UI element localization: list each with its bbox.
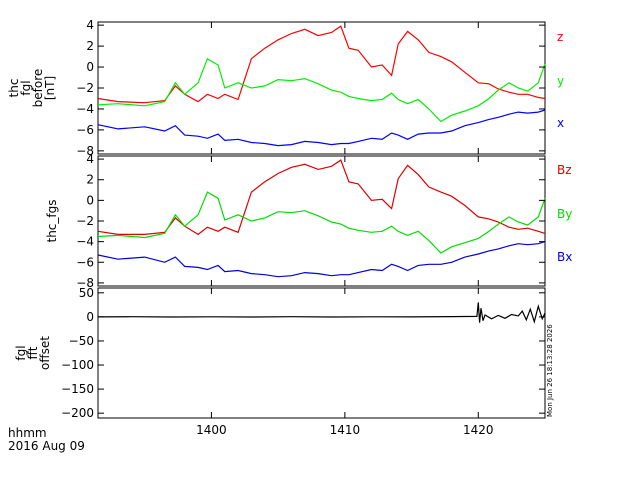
y-tick-label: −4	[76, 235, 94, 249]
legend-label-z: z	[557, 30, 563, 44]
y-tick-label: −8	[76, 276, 94, 290]
y-axis-label: thc	[7, 79, 21, 98]
x-axis-time-label: hhmm	[8, 426, 47, 440]
y-axis-label: [nT]	[43, 76, 57, 100]
y-tick-label: 0	[86, 310, 94, 324]
y-tick-label: −8	[76, 144, 94, 158]
y-tick-label: −6	[76, 255, 94, 269]
y-tick-label: −200	[61, 406, 94, 420]
y-tick-label: −4	[76, 102, 94, 116]
y-tick-label: 0	[86, 193, 94, 207]
y-tick-label: 0	[86, 60, 94, 74]
series-line-Bx	[97, 241, 546, 278]
series-line-Bz	[97, 159, 546, 236]
y-axis-label: fgl	[14, 345, 28, 360]
y-tick-label: −2	[76, 81, 94, 95]
series-line-x	[97, 109, 546, 147]
legend-label-y: y	[557, 74, 564, 88]
y-tick-label: −50	[69, 334, 94, 348]
y-tick-label: −6	[76, 123, 94, 137]
chart-panels: 420−2−4−6−8thcfglbefore[nT]zyx420−2−4−6−…	[7, 18, 572, 437]
x-tick-label: 1420	[463, 423, 494, 437]
panel-frame	[97, 287, 546, 419]
y-tick-label: 50	[79, 286, 94, 300]
legend-label-x: x	[557, 116, 564, 130]
y-axis-label: offset	[38, 336, 52, 370]
y-tick-label: −150	[61, 382, 94, 396]
x-tick-label: 1410	[330, 423, 361, 437]
y-axis-label: before	[31, 69, 45, 108]
series-line-By	[97, 191, 546, 254]
y-tick-label: 4	[86, 18, 94, 32]
legend-label-Bz: Bz	[557, 163, 572, 177]
y-axis-label: fgl	[19, 80, 33, 95]
y-axis-label: thc_fgs	[45, 199, 59, 242]
y-tick-label: −2	[76, 214, 94, 228]
y-tick-label: 4	[86, 152, 94, 166]
series-line-z	[97, 25, 546, 104]
legend-label-By: By	[557, 207, 572, 221]
y-tick-label: 2	[86, 39, 94, 53]
timestamp-label: Mon Jun 26 18:13:28 2026	[546, 324, 554, 417]
y-tick-label: −100	[61, 358, 94, 372]
panel-frame	[97, 21, 546, 155]
panel-2: 4 2 0 −2 −4 −6 −8 thc_fgs Bz By Bx	[45, 152, 572, 290]
x-tick-label: 1400	[196, 423, 227, 437]
x-axis-date-label: 2016 Aug 09	[8, 439, 85, 453]
y-axis-label: fft	[26, 346, 40, 359]
legend-label-Bx: Bx	[557, 250, 572, 264]
series-line-offset	[97, 302, 546, 324]
panel-frame	[97, 155, 546, 287]
series-line-y	[97, 57, 546, 123]
y-tick-label: 2	[86, 173, 94, 187]
